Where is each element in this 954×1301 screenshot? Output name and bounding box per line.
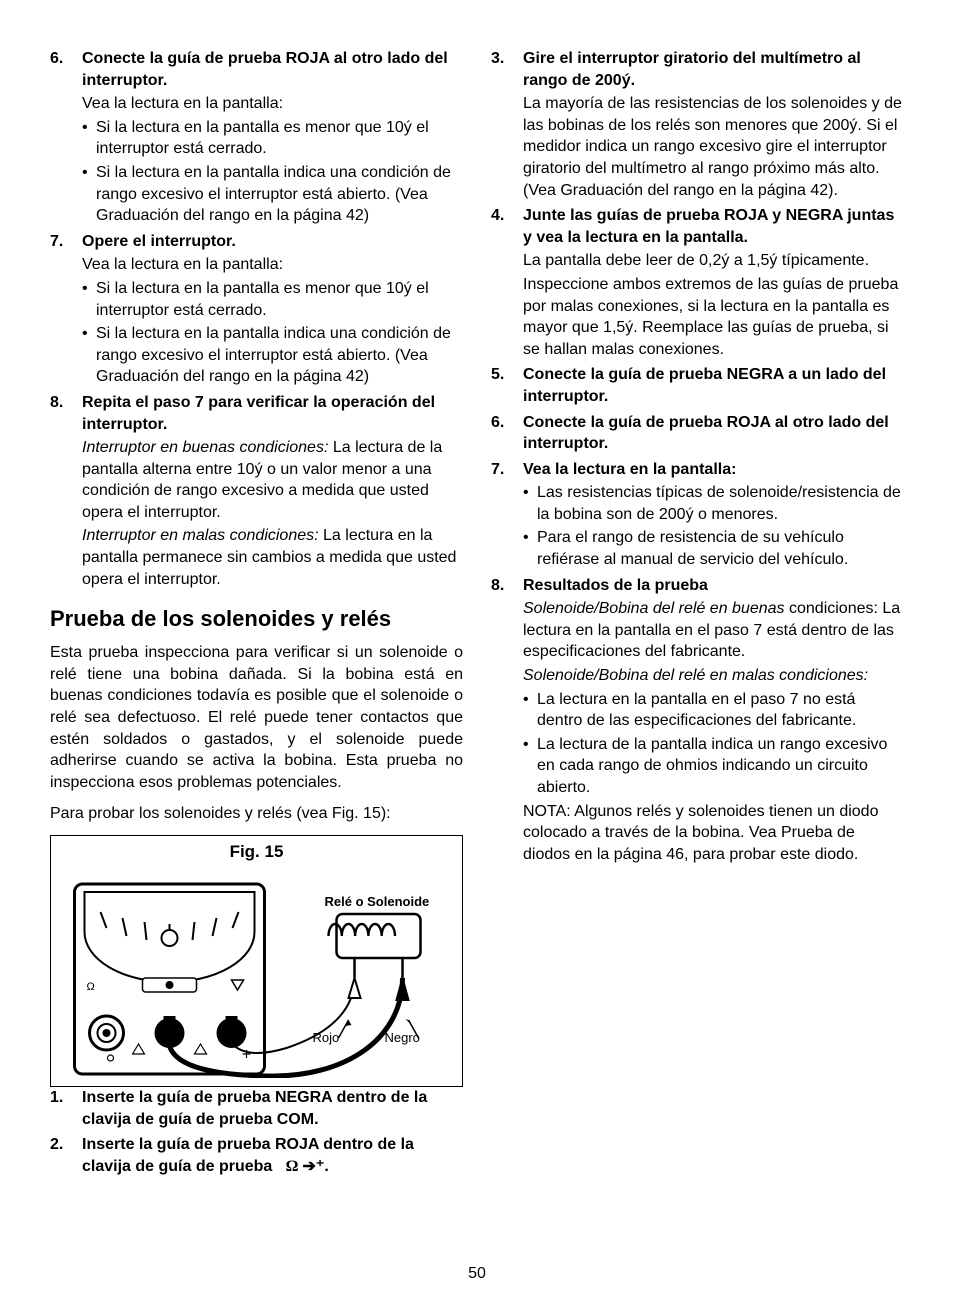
step-r5: 5. Conecte la guía de prueba NEGRA a un … bbox=[491, 364, 904, 409]
italic-label: Interruptor en buenas condiciones: bbox=[82, 439, 328, 456]
step-content: Opere el interruptor. Vea la lectura en … bbox=[82, 231, 463, 390]
page-number: 50 bbox=[0, 1265, 954, 1283]
left-steps-list: 6. Conecte la guía de prueba ROJA al otr… bbox=[50, 48, 463, 592]
step-good-condition: Interruptor en buenas condiciones: La le… bbox=[82, 437, 463, 523]
bullet: La lectura en la pantalla en el paso 7 n… bbox=[523, 689, 904, 732]
step-content: Vea la lectura en la pantalla: Las resis… bbox=[523, 459, 904, 573]
step-title: Conecte la guía de prueba NEGRA a un lad… bbox=[523, 364, 904, 407]
bullet: Si la lectura en la pantalla es menor qu… bbox=[82, 117, 463, 160]
step-7: 7. Opere el interruptor. Vea la lectura … bbox=[50, 231, 463, 390]
bullet: Las resistencias típicas de solenoide/re… bbox=[523, 482, 904, 525]
step-title: Repita el paso 7 para verificar la opera… bbox=[82, 392, 463, 435]
step-title: Conecte la guía de prueba ROJA al otro l… bbox=[82, 48, 463, 91]
step-text: La mayoría de las resistencias de los so… bbox=[523, 93, 904, 201]
step-content: Repita el paso 7 para verificar la opera… bbox=[82, 392, 463, 592]
step-bullets: Si la lectura en la pantalla es menor qu… bbox=[82, 278, 463, 388]
step-title: Vea la lectura en la pantalla: bbox=[523, 459, 904, 481]
bullet: Si la lectura en la pantalla indica una … bbox=[82, 323, 463, 388]
bullet: Si la lectura en la pantalla indica una … bbox=[82, 162, 463, 227]
step-note: NOTA: Algunos relés y solenoides tienen … bbox=[523, 801, 904, 866]
red-lead-label: Rojo bbox=[313, 1030, 340, 1045]
step-bad-result-label: Solenoide/Bobina del relé en malas condi… bbox=[523, 665, 904, 687]
figure-title: Fig. 15 bbox=[59, 842, 454, 862]
italic-label: Solenoide/Bobina del relé en buenas bbox=[523, 600, 785, 617]
bullet: La lectura de la pantalla indica un rang… bbox=[523, 734, 904, 799]
intro-paragraph-2: Para probar los solenoides y relés (vea … bbox=[50, 803, 463, 825]
step-content: Gire el interruptor giratorio del multím… bbox=[523, 48, 904, 203]
step-number: 1. bbox=[50, 1087, 82, 1132]
ohm-label-icon: Ω bbox=[87, 981, 95, 993]
relay-label: Relé o Solenoide bbox=[325, 894, 430, 909]
step-r6: 6. Conecte la guía de prueba ROJA al otr… bbox=[491, 412, 904, 457]
step-bad-condition: Interruptor en malas condiciones: La lec… bbox=[82, 525, 463, 590]
step-content: Inserte la guía de prueba NEGRA dentro d… bbox=[82, 1087, 463, 1132]
step-content: Inserte la guía de prueba ROJA dentro de… bbox=[82, 1134, 463, 1179]
step-number: 6. bbox=[50, 48, 82, 229]
step-instruction: Vea la lectura en la pantalla: bbox=[82, 93, 463, 115]
step-content: Resultados de la prueba Solenoide/Bobina… bbox=[523, 575, 904, 868]
step-title: Resultados de la prueba bbox=[523, 575, 904, 597]
ohm-diode-icon: Ω ➔⁺ bbox=[286, 1158, 325, 1175]
step-title: Inserte la guía de prueba ROJA dentro de… bbox=[82, 1134, 463, 1177]
step-number: 7. bbox=[491, 459, 523, 573]
step-r8: 8. Resultados de la prueba Solenoide/Bob… bbox=[491, 575, 904, 868]
step-title: Conecte la guía de prueba ROJA al otro l… bbox=[523, 412, 904, 455]
step-text: La pantalla debe leer de 0,2ý a 1,5ý típ… bbox=[523, 250, 904, 272]
step-8: 8. Repita el paso 7 para verificar la op… bbox=[50, 392, 463, 592]
step-number: 8. bbox=[491, 575, 523, 868]
step-number: 4. bbox=[491, 205, 523, 362]
bullet: Para el rango de resistencia de su vehíc… bbox=[523, 527, 904, 570]
step-content: Conecte la guía de prueba ROJA al otro l… bbox=[523, 412, 904, 457]
step-title: Inserte la guía de prueba NEGRA dentro d… bbox=[82, 1087, 463, 1130]
intro-paragraph-1: Esta prueba inspecciona para verificar s… bbox=[50, 642, 463, 793]
step-instruction: Vea la lectura en la pantalla: bbox=[82, 254, 463, 276]
bullet: Si la lectura en la pantalla es menor qu… bbox=[82, 278, 463, 321]
step-text: Inspeccione ambos extremos de las guías … bbox=[523, 274, 904, 360]
step-r7: 7. Vea la lectura en la pantalla: Las re… bbox=[491, 459, 904, 573]
step-number: 6. bbox=[491, 412, 523, 457]
step-r4: 4. Junte las guías de prueba ROJA y NEGR… bbox=[491, 205, 904, 362]
step-bullets: La lectura en la pantalla en el paso 7 n… bbox=[523, 689, 904, 799]
step-content: Conecte la guía de prueba ROJA al otro l… bbox=[82, 48, 463, 229]
step-bullets: Si la lectura en la pantalla es menor qu… bbox=[82, 117, 463, 227]
step-title-prefix: Inserte la guía de prueba ROJA dentro de… bbox=[82, 1136, 414, 1175]
step-r2: 2. Inserte la guía de prueba ROJA dentro… bbox=[50, 1134, 463, 1179]
figure-15-box: Fig. 15 Ω bbox=[50, 835, 463, 1087]
step-title-suffix: . bbox=[324, 1158, 328, 1175]
figure-15-illustration: Ω Relé o Solenoide bbox=[59, 868, 454, 1078]
step-good-result: Solenoide/Bobina del relé en buenas cond… bbox=[523, 598, 904, 663]
section-heading-solenoids: Prueba de los solenoides y relés bbox=[50, 606, 463, 632]
step-number: 2. bbox=[50, 1134, 82, 1179]
step-number: 8. bbox=[50, 392, 82, 592]
step-6: 6. Conecte la guía de prueba ROJA al otr… bbox=[50, 48, 463, 229]
step-r1: 1. Inserte la guía de prueba NEGRA dentr… bbox=[50, 1087, 463, 1132]
step-number: 7. bbox=[50, 231, 82, 390]
step-number: 3. bbox=[491, 48, 523, 203]
step-content: Junte las guías de prueba ROJA y NEGRA j… bbox=[523, 205, 904, 362]
step-r3: 3. Gire el interruptor giratorio del mul… bbox=[491, 48, 904, 203]
step-content: Conecte la guía de prueba NEGRA a un lad… bbox=[523, 364, 904, 409]
step-bullets: Las resistencias típicas de solenoide/re… bbox=[523, 482, 904, 570]
italic-label: Interruptor en malas condiciones: bbox=[82, 527, 319, 544]
step-number: 5. bbox=[491, 364, 523, 409]
step-title: Junte las guías de prueba ROJA y NEGRA j… bbox=[523, 205, 904, 248]
step-title: Gire el interruptor giratorio del multím… bbox=[523, 48, 904, 91]
step-title: Opere el interruptor. bbox=[82, 231, 463, 253]
